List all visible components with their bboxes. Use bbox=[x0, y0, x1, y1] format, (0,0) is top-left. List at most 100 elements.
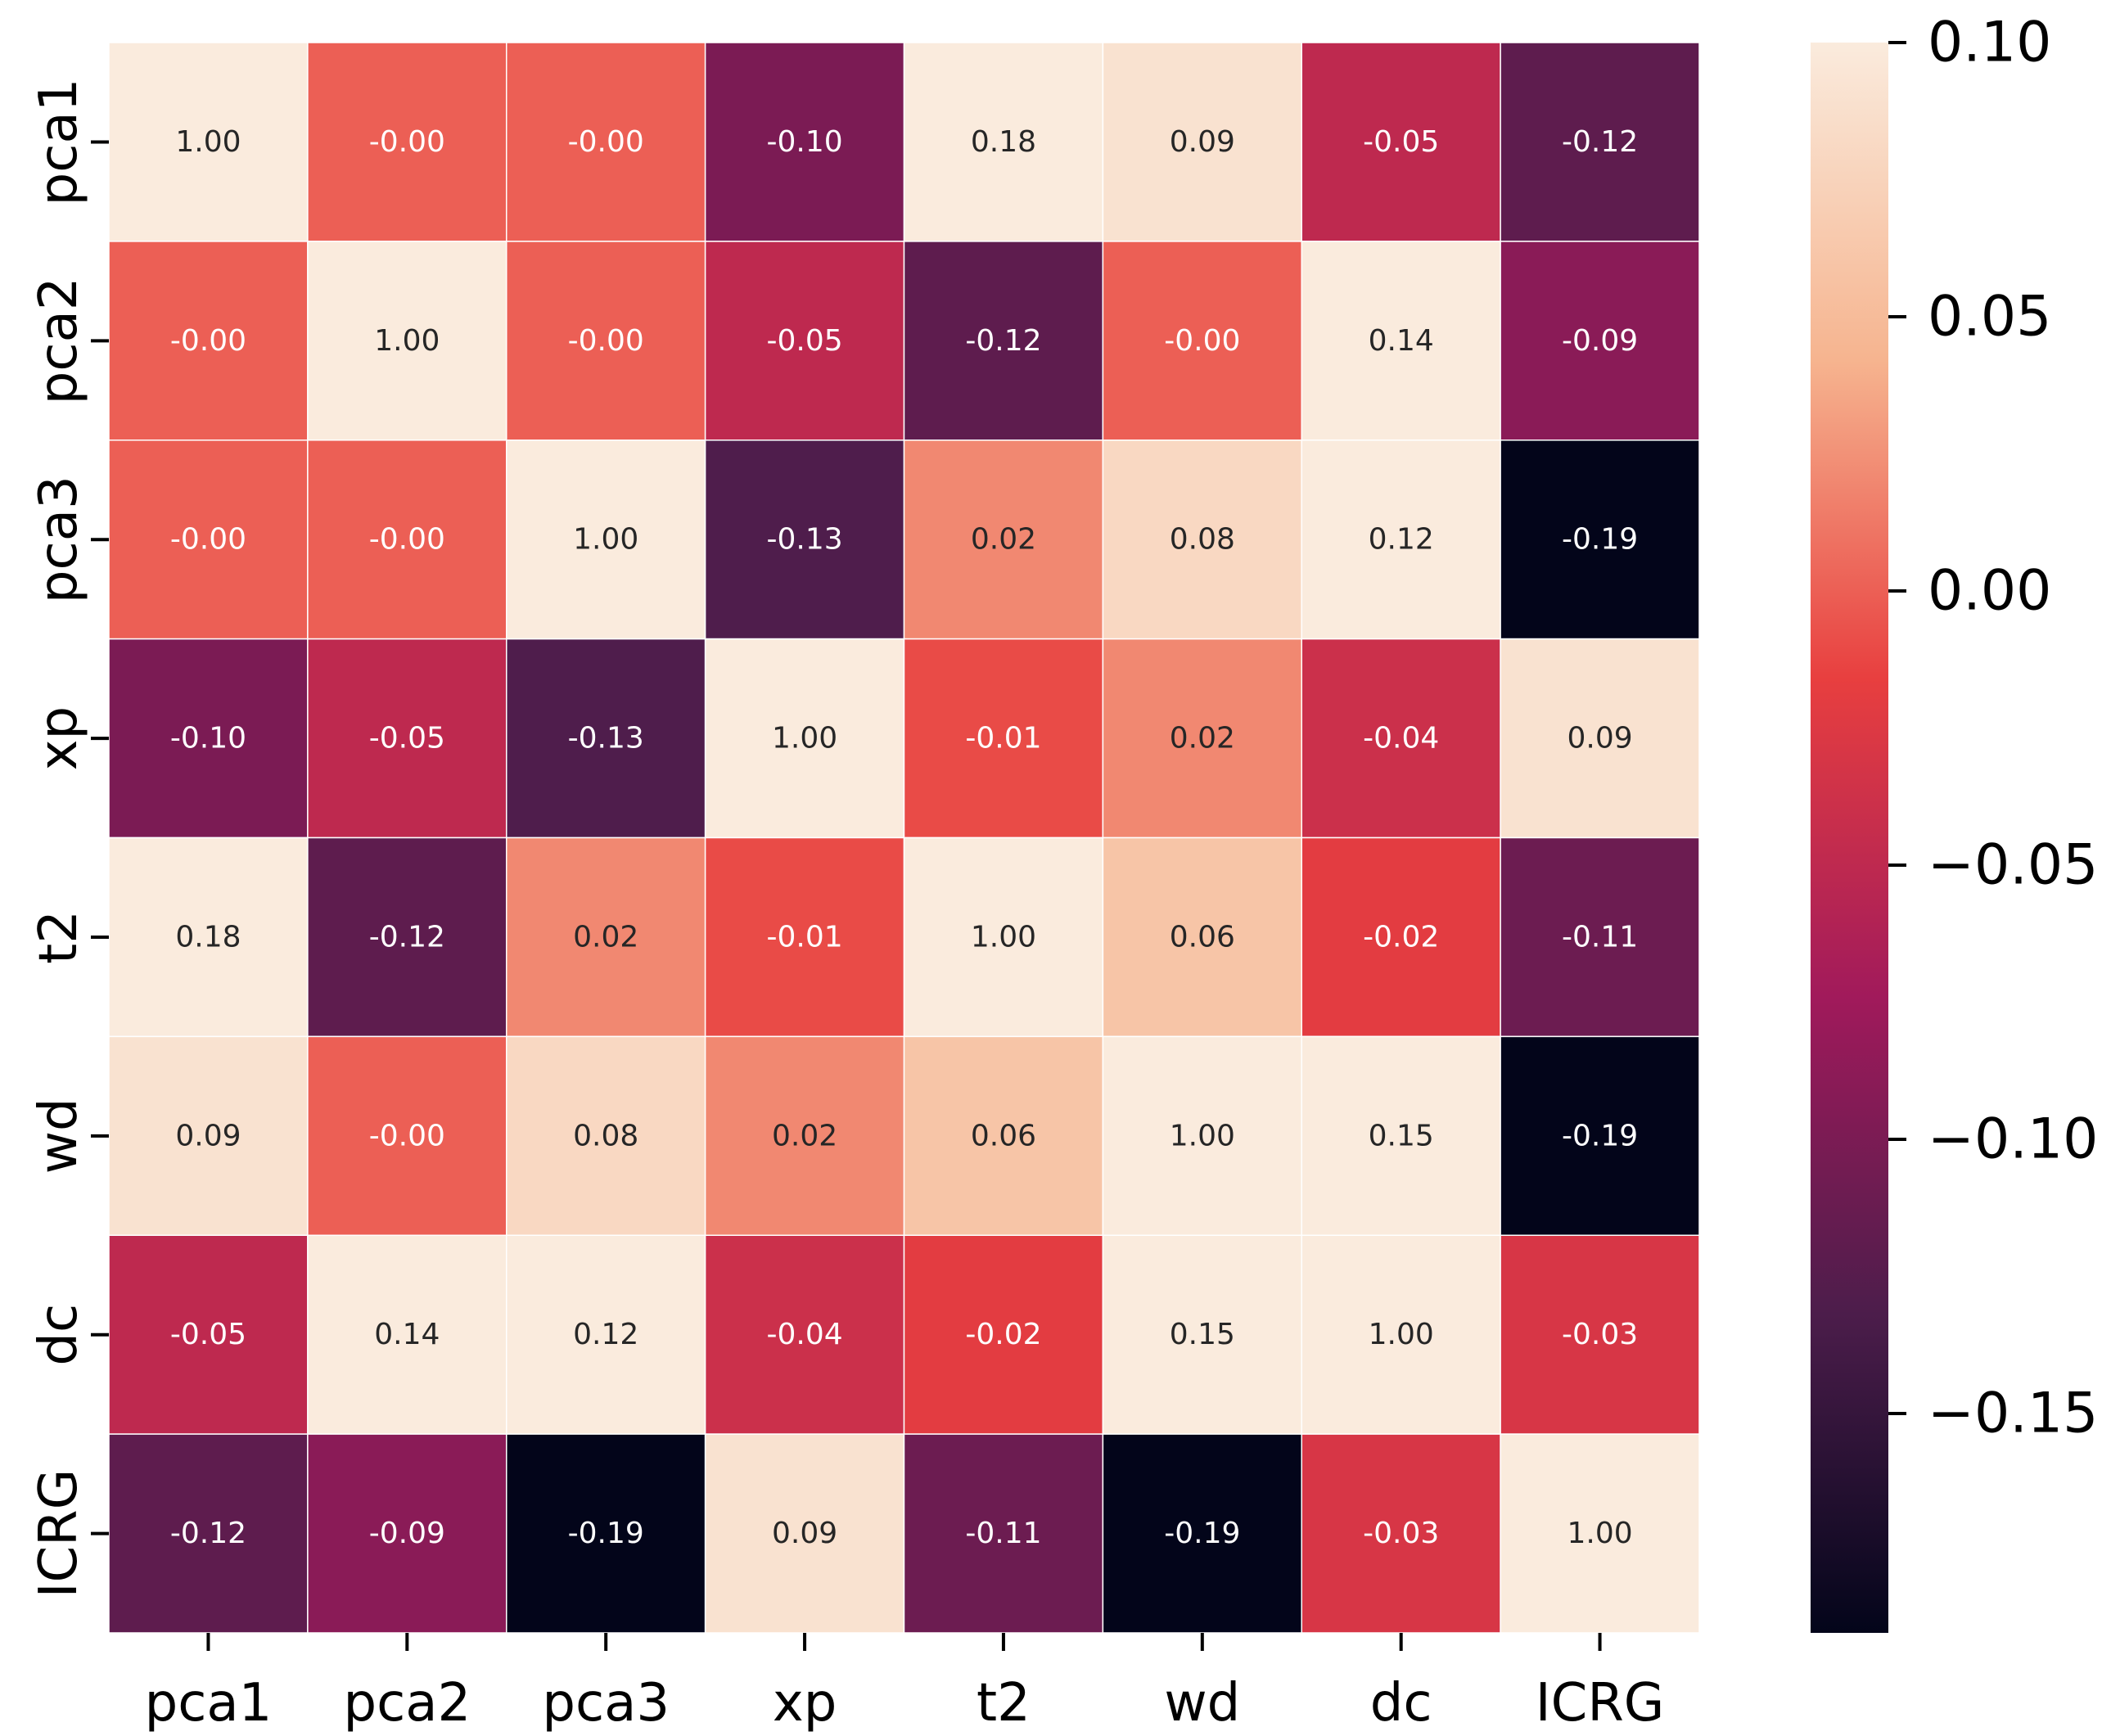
cell-value-label: -0.11 bbox=[965, 1517, 1041, 1550]
colorbar-tick-label: −0.05 bbox=[1928, 833, 2098, 898]
colorbar-tick-label: 0.10 bbox=[1928, 11, 2051, 75]
cell-value-label: -0.12 bbox=[1562, 125, 1638, 159]
cell-value-label: -0.00 bbox=[369, 1119, 445, 1152]
cell-value-label: -0.04 bbox=[1363, 722, 1439, 755]
heatmap-cell-xp-t2 bbox=[903, 638, 1104, 839]
heatmap-cell-pca1-dc bbox=[1301, 42, 1501, 242]
heatmap-cell-xp-pca2 bbox=[307, 638, 507, 839]
cell-value-label: -0.13 bbox=[568, 722, 644, 755]
cell-value-label: -0.05 bbox=[369, 722, 445, 755]
cell-value-label: 0.14 bbox=[374, 1318, 440, 1351]
heatmap-cell-pca3-ICRG bbox=[1500, 440, 1700, 640]
cell-value-label: -0.01 bbox=[766, 920, 842, 954]
cell-value-label: -0.01 bbox=[965, 722, 1041, 755]
cell-value-label: 1.00 bbox=[374, 324, 440, 358]
cell-value-label: 1.00 bbox=[175, 125, 241, 159]
cell-value-label: -0.02 bbox=[1363, 920, 1439, 954]
cell-value-label: 0.09 bbox=[175, 1119, 241, 1152]
cell-value-label: -0.12 bbox=[369, 920, 445, 954]
y-tick-label-t2: t2 bbox=[29, 910, 89, 964]
heatmap-cell-wd-dc bbox=[1301, 1035, 1501, 1236]
heatmap-cell-pca3-pca2 bbox=[307, 440, 507, 640]
cell-value-label: -0.03 bbox=[1363, 1517, 1439, 1550]
heatmap-cell-wd-t2 bbox=[903, 1035, 1104, 1236]
heatmap-cell-dc-pca1 bbox=[108, 1234, 309, 1435]
colorbar-tick-label: −0.15 bbox=[1928, 1382, 2098, 1446]
cell-value-label: 1.00 bbox=[573, 523, 638, 557]
heatmap-cell-wd-pca3 bbox=[506, 1035, 706, 1236]
heatmap-cell-ICRG-pca3 bbox=[506, 1433, 706, 1634]
heatmap-cell-pca1-ICRG bbox=[1500, 42, 1700, 242]
cell-value-label: -0.13 bbox=[766, 523, 842, 557]
x-tick-label-xp: xp bbox=[773, 1673, 837, 1734]
x-axis: pca1 pca2 pca3 xp t2 wd dc ICRG bbox=[145, 1633, 1664, 1734]
y-tick-label-ICRG: ICRG bbox=[29, 1469, 89, 1598]
cell-value-label: -0.19 bbox=[568, 1517, 644, 1550]
cell-value-label: 0.09 bbox=[1170, 125, 1235, 159]
heatmap-cell-pca3-wd bbox=[1102, 440, 1302, 640]
heatmap-cell-pca2-t2 bbox=[903, 241, 1104, 441]
cell-value-label: 1.00 bbox=[1170, 1119, 1235, 1152]
cell-value-label: 0.18 bbox=[175, 920, 241, 954]
heatmap-cell-pca1-xp bbox=[704, 42, 905, 242]
colorbar: 0.10 0.05 0.00 −0.05 −0.10 −0.15 bbox=[1811, 11, 2098, 1633]
x-tick-label-pca1: pca1 bbox=[145, 1673, 273, 1734]
heatmap-cell-pca3-pca1 bbox=[108, 440, 309, 640]
heatmap-cell-ICRG-t2 bbox=[903, 1433, 1104, 1634]
heatmap-cell-dc-pca2 bbox=[307, 1234, 507, 1435]
cell-value-label: -0.00 bbox=[369, 523, 445, 557]
x-tick-label-dc: dc bbox=[1370, 1673, 1432, 1734]
cell-value-label: -0.03 bbox=[1562, 1318, 1638, 1351]
cell-value-label: 1.00 bbox=[1567, 1517, 1632, 1550]
y-tick-label-xp: xp bbox=[29, 706, 89, 771]
heatmap-cell-ICRG-wd bbox=[1102, 1433, 1302, 1634]
cell-value-label: 1.00 bbox=[1369, 1318, 1434, 1351]
cell-value-label: -0.02 bbox=[965, 1318, 1041, 1351]
y-tick-label-dc: dc bbox=[29, 1304, 89, 1366]
y-tick-label-pca2: pca2 bbox=[29, 277, 89, 404]
cell-value-label: 0.12 bbox=[1369, 523, 1434, 557]
heatmap-cell-pca2-wd bbox=[1102, 241, 1302, 441]
heatmap-cell-pca3-pca3 bbox=[506, 440, 706, 640]
heatmap-cell-t2-dc bbox=[1301, 836, 1501, 1038]
cell-value-label: 0.02 bbox=[1170, 722, 1235, 755]
heatmap-cell-dc-ICRG bbox=[1500, 1234, 1700, 1435]
heatmap-cell-pca3-xp bbox=[704, 440, 905, 640]
heatmap-cell-pca3-dc bbox=[1301, 440, 1501, 640]
heatmap-cell-pca1-wd bbox=[1102, 42, 1302, 242]
heatmap-cell-pca3-t2 bbox=[903, 440, 1104, 640]
heatmap-cell-pca2-dc bbox=[1301, 241, 1501, 441]
cell-value-label: -0.04 bbox=[766, 1318, 842, 1351]
cell-value-label: -0.00 bbox=[1164, 324, 1240, 358]
x-tick-label-t2: t2 bbox=[977, 1673, 1031, 1734]
heatmap-cell-t2-ICRG bbox=[1500, 836, 1700, 1038]
heatmap-cell-t2-wd bbox=[1102, 836, 1302, 1038]
heatmap-cell-xp-pca1 bbox=[108, 638, 309, 839]
cell-value-label: -0.12 bbox=[170, 1517, 246, 1550]
colorbar-tick-label: 0.05 bbox=[1928, 285, 2051, 349]
cell-value-label: 0.08 bbox=[1170, 523, 1235, 557]
cell-value-label: 0.09 bbox=[1567, 722, 1632, 755]
x-tick-label-wd: wd bbox=[1164, 1673, 1240, 1734]
cell-value-label: 0.09 bbox=[772, 1517, 837, 1550]
cell-value-label: -0.05 bbox=[766, 324, 842, 358]
cell-value-label: 1.00 bbox=[772, 722, 837, 755]
cell-value-label: -0.00 bbox=[568, 324, 644, 358]
heatmap-cell-wd-ICRG bbox=[1500, 1035, 1700, 1236]
heatmap-cell-pca1-pca1 bbox=[108, 42, 309, 242]
heatmap-cell-ICRG-ICRG bbox=[1500, 1433, 1700, 1634]
cell-value-label: -0.19 bbox=[1562, 1119, 1638, 1152]
heatmap-cell-wd-pca2 bbox=[307, 1035, 507, 1236]
cell-value-label: -0.10 bbox=[170, 722, 246, 755]
cell-value-label: -0.12 bbox=[965, 324, 1041, 358]
cell-value-label: -0.11 bbox=[1562, 920, 1638, 954]
heatmap-cell-xp-xp bbox=[704, 638, 905, 839]
cell-value-label: -0.00 bbox=[170, 324, 246, 358]
y-tick-label-wd: wd bbox=[29, 1098, 89, 1174]
cell-value-label: -0.05 bbox=[1363, 125, 1439, 159]
cell-value-label: 0.06 bbox=[971, 1119, 1036, 1152]
y-axis: pca1 pca2 pca3 xp t2 wd dc ICRG bbox=[29, 79, 109, 1598]
heatmap-cell-wd-xp bbox=[704, 1035, 905, 1236]
x-tick-label-pca3: pca3 bbox=[542, 1673, 670, 1734]
